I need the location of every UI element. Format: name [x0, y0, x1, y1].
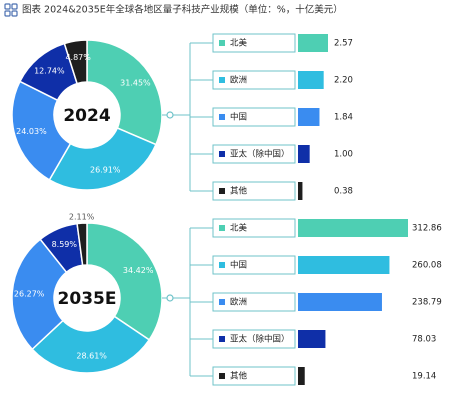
donut-hole [54, 82, 120, 148]
connector-dot [166, 294, 174, 302]
label-box [212, 366, 296, 386]
category-label: 欧洲 [230, 297, 247, 308]
bar-value-label: 1.00 [334, 150, 353, 160]
category-label: 其他 [230, 371, 248, 382]
donut-value-label: 31.45% [120, 79, 151, 88]
donut-value-label: 28.61% [76, 351, 107, 360]
plot: 31.45% 26.91% 24.03% 12.74%4.87% 2024 北美 2.57 欧… [11, 33, 442, 386]
category-label: 亚太（除中国） [230, 149, 290, 160]
title: 图表 2024&2035E年全球各地区量子科技产业规模（单位：%，十亿美元） [22, 4, 343, 16]
donut-value-label: 4.87% [65, 53, 91, 62]
legend-swatch [219, 188, 225, 194]
bar-value-label: 19.14 [412, 372, 436, 382]
category-label: 欧洲 [230, 75, 247, 86]
label-box [212, 144, 296, 164]
bar-value-label: 0.38 [334, 187, 353, 197]
bar [298, 219, 408, 237]
bar [298, 145, 310, 163]
legend-swatch [219, 336, 225, 342]
category-label: 中国 [230, 112, 247, 123]
category-label: 其他 [230, 186, 248, 197]
bar [298, 330, 326, 348]
bar-value-label: 2.20 [334, 76, 353, 86]
bar-value-label: 312.86 [412, 224, 442, 234]
label-box [212, 292, 296, 312]
donut-value-label: 12.74% [34, 66, 65, 75]
label-box [212, 255, 296, 275]
title-icon [4, 3, 18, 17]
donut-segment [11, 238, 68, 351]
category-label: 北美 [230, 223, 248, 234]
label-box [212, 329, 296, 349]
legend-swatch [219, 151, 225, 157]
label-box [212, 70, 296, 90]
legend-swatch [219, 77, 225, 83]
bar [298, 34, 328, 52]
category-label: 亚太（除中国） [230, 334, 290, 345]
legend-swatch [219, 40, 225, 46]
bar-value-label: 238.79 [412, 298, 442, 308]
donut-value-label: 8.59% [52, 240, 78, 249]
label-box [212, 181, 296, 201]
legend-swatch [219, 373, 225, 379]
bar [298, 256, 390, 274]
donut-segment [48, 127, 157, 191]
label-box [212, 218, 296, 238]
bar [298, 293, 382, 311]
legend-swatch [219, 114, 225, 120]
connector-dot [166, 111, 174, 119]
legend-swatch [219, 262, 225, 268]
donut-hole [54, 265, 120, 331]
donut-center-label: 2024 [63, 106, 110, 126]
donut-value-label: 34.42% [123, 266, 154, 275]
bar-value-label: 260.08 [412, 261, 442, 271]
donut-center-label: 2035E [58, 289, 117, 309]
bar-value-label: 2.57 [334, 39, 353, 49]
label-box [212, 107, 296, 127]
bar [298, 182, 303, 200]
category-label: 北美 [230, 38, 248, 49]
label-box [212, 33, 296, 53]
donut-value-label: 2.11% [69, 213, 95, 222]
bar [298, 71, 324, 89]
bar [298, 108, 320, 126]
bar [298, 367, 305, 385]
category-label: 中国 [230, 260, 247, 271]
donut-value-label: 24.03% [16, 127, 47, 136]
legend-swatch [219, 299, 225, 305]
bar-value-label: 1.84 [334, 113, 353, 123]
legend-swatch [219, 225, 225, 231]
donut-value-label: 26.27% [14, 289, 45, 298]
bar-value-label: 78.03 [412, 335, 436, 345]
donut-value-label: 26.91% [90, 166, 121, 175]
